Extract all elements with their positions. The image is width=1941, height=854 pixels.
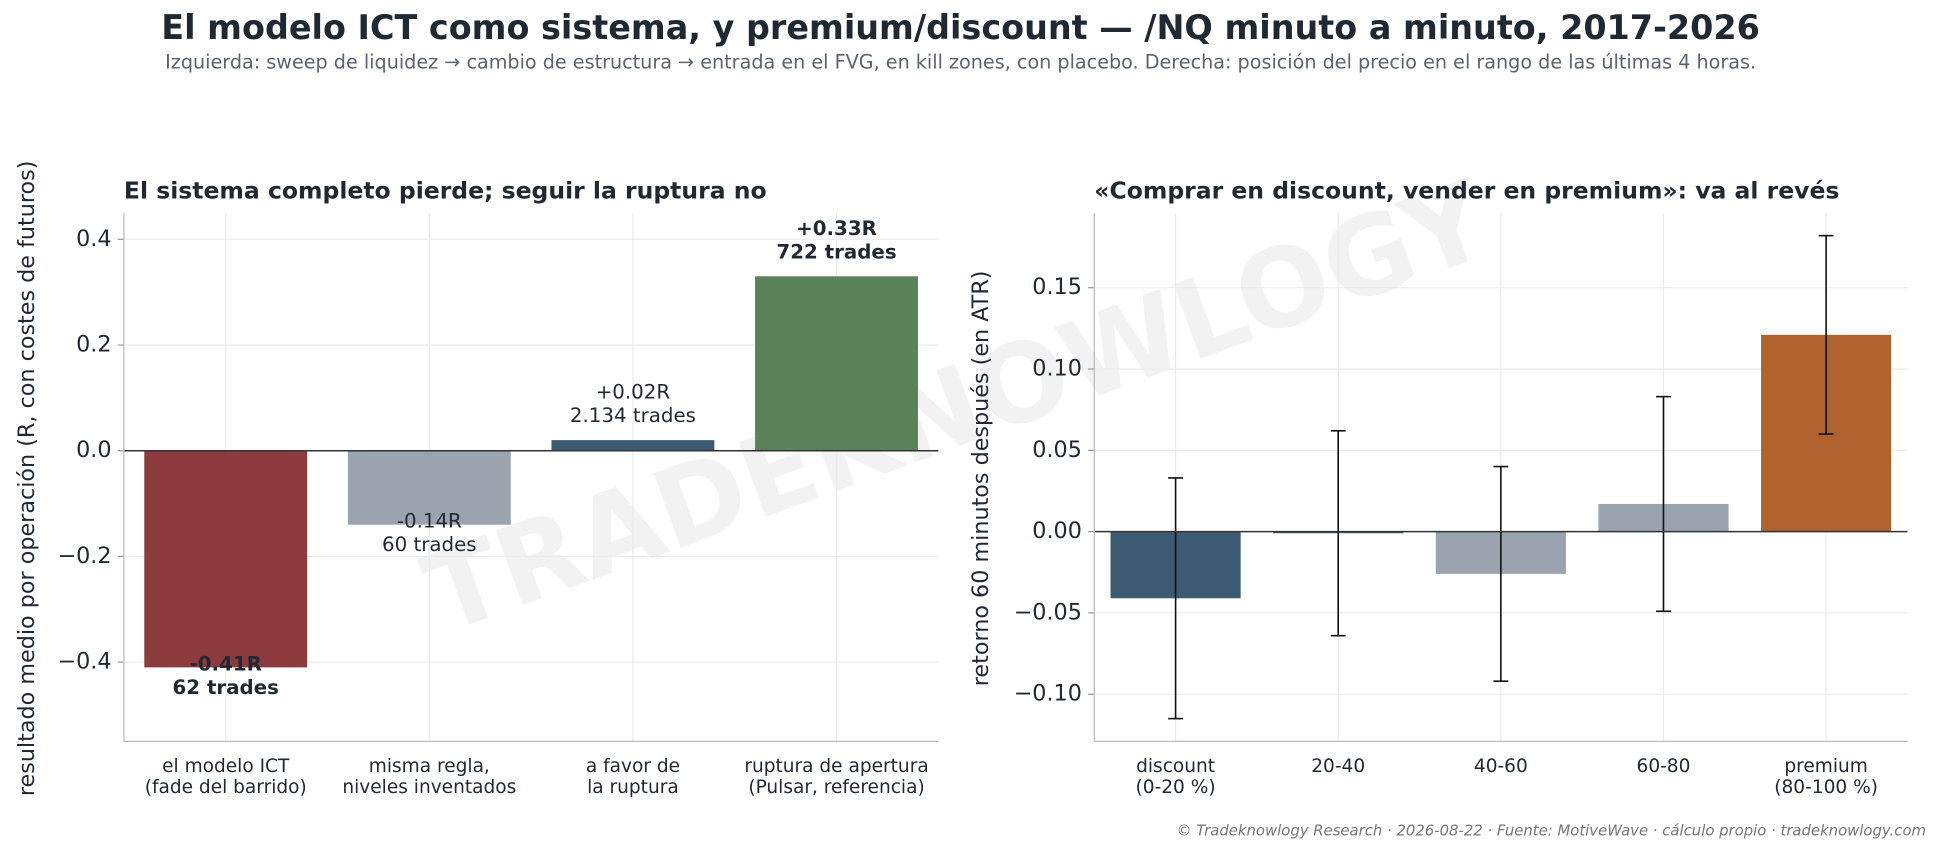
x-tick-label: ruptura de apertura (Pulsar, referencia) — [744, 756, 928, 798]
y-tick-label: 0.05 — [1032, 437, 1082, 463]
chart-title: El sistema completo pierde; seguir la ru… — [124, 176, 767, 204]
x-tick-line: 20-40 — [1311, 756, 1365, 777]
bar-note: 722 trades — [776, 240, 896, 263]
x-tick-label: misma regla, niveles inventados — [342, 756, 516, 798]
x-tick-line: 40-60 — [1474, 756, 1528, 777]
x-tick-line: (80-100 %) — [1774, 777, 1878, 798]
y-tick-label: 0.10 — [1032, 355, 1082, 381]
value-label: -0.41R — [190, 652, 262, 675]
x-tick-line: discount — [1136, 756, 1215, 777]
bar — [347, 450, 511, 525]
bar-note: 60 trades — [382, 533, 477, 556]
y-axis-label: resultado medio por operación (R, con co… — [14, 161, 40, 797]
bar — [551, 440, 715, 451]
x-tick-line: el modelo ICT — [162, 756, 290, 777]
x-tick-line: (Pulsar, referencia) — [748, 777, 924, 798]
x-tick-line: niveles inventados — [342, 777, 516, 798]
bar — [755, 276, 918, 451]
y-tick-label: −0.05 — [1014, 599, 1082, 625]
y-axis-label: retorno 60 minutos después (en ATR) — [968, 270, 994, 686]
y-tick-label: 0.00 — [1032, 518, 1082, 544]
bar-note: 62 trades — [173, 676, 279, 699]
x-tick-label: 40-60 — [1474, 756, 1528, 777]
bar-note: 2.134 trades — [570, 404, 696, 427]
x-tick-line: misma regla, — [369, 756, 490, 777]
chart-title: «Comprar en discount, vender en premium»… — [1094, 176, 1839, 204]
bar — [144, 450, 308, 668]
x-tick-label: el modelo ICT (fade del barrido) — [145, 756, 307, 798]
x-tick-line: premium — [1784, 756, 1867, 777]
x-tick-label: a favor de la ruptura — [586, 756, 680, 798]
x-tick-line: ruptura de apertura — [744, 756, 928, 777]
y-tick-label: 0.15 — [1032, 274, 1082, 300]
x-tick-line: (0-20 %) — [1136, 777, 1216, 798]
x-tick-line: 60-80 — [1637, 756, 1691, 777]
y-tick-label: 0.2 — [76, 332, 111, 358]
value-label: -0.14R — [397, 510, 462, 533]
value-label: +0.02R — [596, 381, 671, 404]
x-tick-line: a favor de — [586, 756, 680, 777]
value-label: +0.33R — [796, 217, 877, 240]
x-tick-label: 60-80 — [1637, 756, 1691, 777]
y-tick-label: −0.10 — [1014, 681, 1082, 707]
x-tick-label: premium (80-100 %) — [1774, 756, 1878, 798]
x-tick-label: 20-40 — [1311, 756, 1365, 777]
y-tick-label: −0.4 — [57, 649, 111, 675]
x-tick-label: discount (0-20 %) — [1136, 756, 1216, 798]
x-tick-line: la ruptura — [587, 777, 679, 798]
x-tick-line: (fade del barrido) — [145, 777, 307, 798]
footer: © Tradeknowlogy Research · 2026-08-22 · … — [1177, 822, 1926, 840]
y-tick-label: 0.4 — [76, 226, 111, 252]
y-tick-label: −0.2 — [57, 543, 111, 569]
y-tick-label: 0.0 — [76, 437, 111, 463]
page-subtitle: Izquierda: sweep de liquidez → cambio de… — [165, 51, 1756, 74]
page-title: El modelo ICT como sistema, y premium/di… — [161, 8, 1760, 47]
